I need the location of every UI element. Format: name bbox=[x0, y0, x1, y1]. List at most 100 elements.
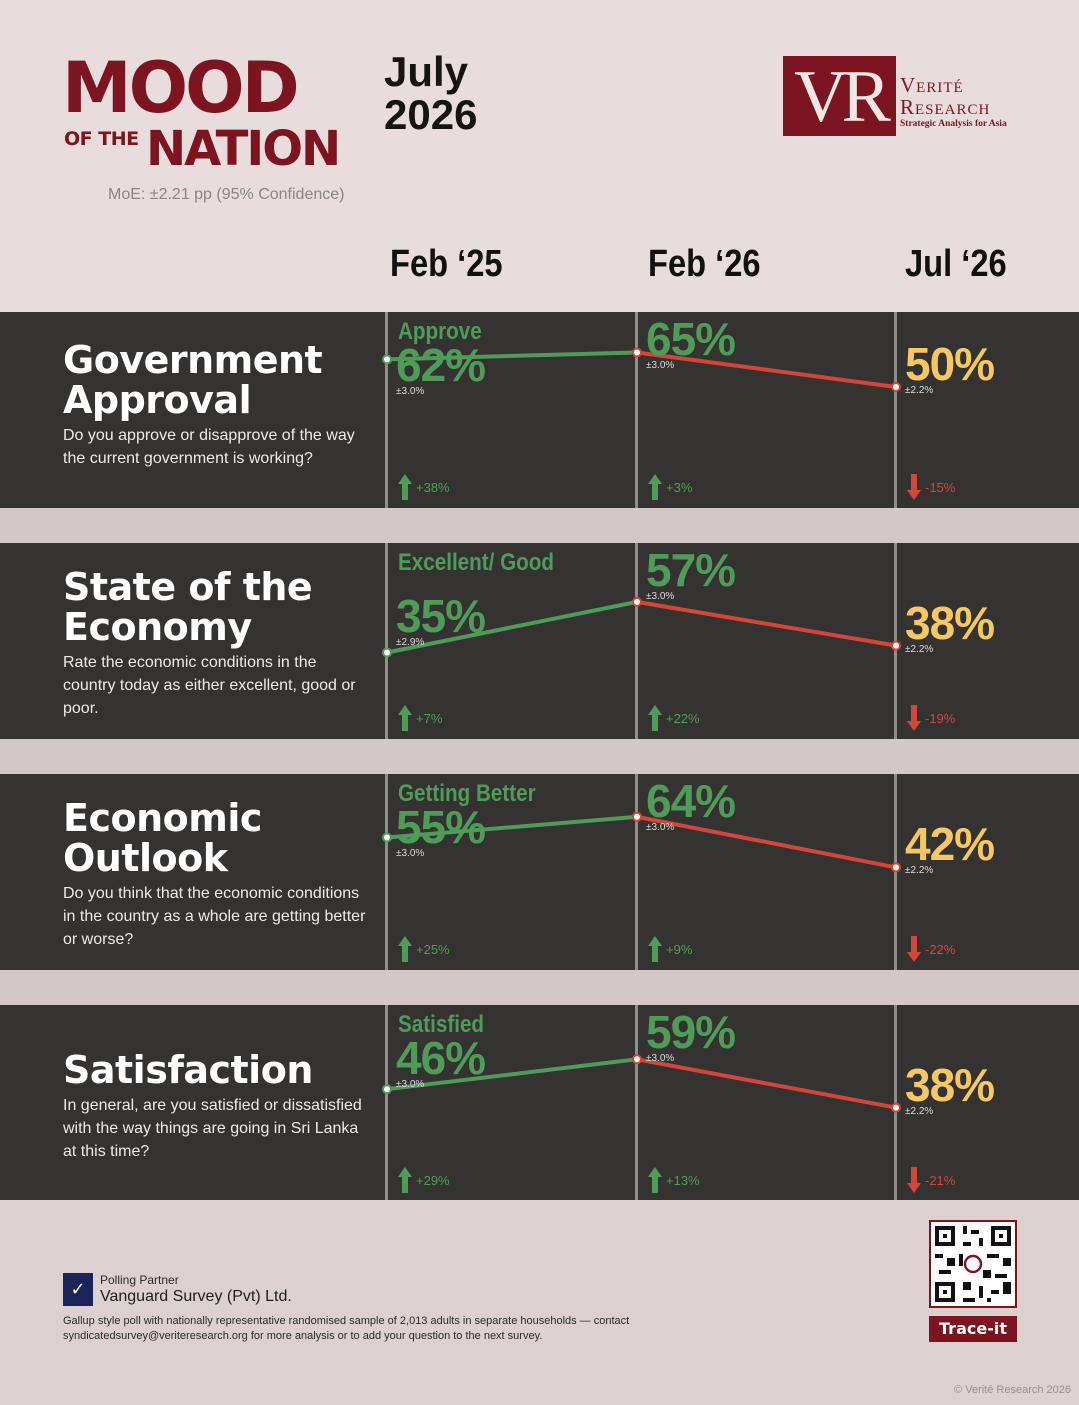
value-label: 64% bbox=[646, 775, 736, 827]
verite-research-logo: VR Verité Research Strategic Analysis fo… bbox=[783, 56, 1023, 138]
margin-of-error-label: ±2.9% bbox=[396, 636, 425, 648]
vanguard-logo-icon: ✓ bbox=[63, 1273, 93, 1306]
series-label: Approve bbox=[398, 318, 482, 345]
change-label: +3% bbox=[666, 480, 693, 495]
margin-of-error-label: ±3.0% bbox=[396, 848, 425, 859]
change-label: +7% bbox=[416, 711, 443, 726]
logo-line-1: Verité bbox=[900, 73, 964, 97]
change-label: +13% bbox=[666, 1173, 700, 1188]
survey-question: In general, are you satisfied or dissati… bbox=[63, 1097, 362, 1160]
indicator-title: Satisfaction bbox=[63, 1048, 313, 1092]
series-label: Satisfied bbox=[398, 1011, 485, 1038]
change-label: -19% bbox=[925, 711, 956, 726]
indicator-title: State of the Economy bbox=[63, 565, 313, 649]
indicator-panel: Government Approval Do you approve or dis… bbox=[0, 312, 1079, 508]
logo-tagline: Strategic Analysis for Asia bbox=[900, 119, 1007, 129]
qr-pattern bbox=[931, 1222, 1015, 1306]
column-divider bbox=[894, 774, 897, 970]
value-label: 42% bbox=[905, 818, 995, 871]
column-header-2: Feb ‘26 bbox=[648, 243, 761, 285]
indicator-panel: Satisfaction In general, are you satisfie… bbox=[0, 1005, 1079, 1201]
change-label: -21% bbox=[925, 1173, 956, 1188]
footer-background bbox=[0, 1200, 1079, 1405]
qr-code-icon[interactable] bbox=[929, 1220, 1017, 1308]
arrow-up-icon bbox=[648, 474, 662, 500]
margin-of-error-label: ±2.2% bbox=[905, 643, 934, 655]
indicator-panel: State of the Economy Rate the economic co… bbox=[0, 543, 1079, 739]
mood-of-the-nation-logo: MOOD OF THE NATION bbox=[62, 52, 362, 177]
column-divider bbox=[385, 774, 388, 970]
margin-of-error-label: ±3.0% bbox=[396, 386, 425, 397]
change-label: +22% bbox=[666, 711, 700, 726]
column-divider bbox=[385, 312, 388, 508]
margin-of-error-label: ±3.0% bbox=[396, 1079, 425, 1090]
column-header-1: Feb ‘25 bbox=[390, 243, 503, 285]
margin-of-error-label: ±2.2% bbox=[905, 1105, 934, 1117]
separator-band bbox=[0, 739, 1079, 774]
indicator-title: Economic Outlook bbox=[63, 796, 262, 880]
arrow-up-icon bbox=[398, 936, 412, 962]
column-header-3: Jul ‘26 bbox=[905, 243, 1007, 285]
survey-question: Do you approve or disapprove of the way … bbox=[63, 427, 355, 467]
brand-mood: MOOD bbox=[62, 47, 300, 129]
arrow-up-icon bbox=[398, 705, 412, 731]
value-label: 50% bbox=[905, 338, 995, 390]
copyright: © Verité Research 2026 bbox=[954, 1384, 1071, 1396]
value-label: 35% bbox=[396, 589, 486, 642]
trend-line-down bbox=[635, 599, 898, 648]
arrow-down-icon bbox=[907, 1167, 921, 1193]
logo-wordmark: Verité Research Strategic Analysis for A… bbox=[900, 74, 1007, 129]
separator-band bbox=[0, 970, 1079, 1005]
brand-of-the: OF THE bbox=[64, 128, 139, 150]
margin-of-error-label: ±3.0% bbox=[646, 591, 675, 602]
indicator-panel: Economic Outlook Do you think that the ec… bbox=[0, 774, 1079, 970]
arrow-up-icon bbox=[398, 1167, 412, 1193]
column-divider bbox=[894, 543, 897, 739]
change-label: +9% bbox=[666, 942, 693, 957]
brand-nation: NATION bbox=[146, 121, 341, 177]
value-label: 38% bbox=[905, 596, 995, 649]
series-label: Excellent/ Good bbox=[398, 549, 554, 576]
logo-line-2: Research bbox=[900, 95, 991, 119]
change-label: +25% bbox=[416, 942, 450, 957]
edition-date: July 2026 bbox=[384, 50, 477, 136]
trace-it-badge[interactable]: Trace-it bbox=[929, 1316, 1017, 1342]
margin-of-error: MoE: ±2.21 pp (95% Confidence) bbox=[108, 186, 345, 203]
change-label: -15% bbox=[925, 480, 956, 495]
arrow-down-icon bbox=[907, 936, 921, 962]
column-divider bbox=[385, 543, 388, 739]
trend-line-down bbox=[635, 1057, 898, 1110]
change-label: -22% bbox=[925, 942, 956, 957]
column-divider bbox=[635, 543, 638, 739]
arrow-down-icon bbox=[907, 705, 921, 731]
methodology-note: Gallup style poll with nationally repres… bbox=[63, 1315, 630, 1342]
change-label: +29% bbox=[416, 1173, 450, 1188]
margin-of-error-label: ±2.2% bbox=[905, 385, 934, 396]
polling-partner-label: Polling Partner bbox=[100, 1273, 179, 1287]
column-divider bbox=[894, 312, 897, 508]
value-label: 59% bbox=[646, 1006, 736, 1058]
column-divider bbox=[635, 312, 638, 508]
arrow-up-icon bbox=[398, 474, 412, 500]
change-label: +38% bbox=[416, 480, 450, 495]
value-label: 62% bbox=[396, 339, 486, 391]
column-divider bbox=[635, 1005, 638, 1201]
survey-question: Rate the economic conditions in the coun… bbox=[63, 654, 356, 717]
indicator-title: Government Approval bbox=[63, 338, 323, 422]
value-label: 38% bbox=[905, 1058, 995, 1111]
arrow-down-icon bbox=[907, 474, 921, 500]
arrow-up-icon bbox=[648, 705, 662, 731]
column-divider bbox=[894, 1005, 897, 1201]
value-label: 55% bbox=[396, 801, 486, 853]
margin-of-error-label: ±3.0% bbox=[646, 822, 675, 833]
margin-of-error-label: ±3.0% bbox=[646, 1053, 675, 1064]
margin-of-error-label: ±2.2% bbox=[905, 865, 934, 877]
value-label: 57% bbox=[646, 544, 736, 596]
column-divider bbox=[385, 1005, 388, 1201]
edition-year: 2026 bbox=[384, 91, 478, 138]
vr-logo-mark: VR bbox=[783, 56, 896, 138]
arrow-up-icon bbox=[648, 936, 662, 962]
margin-of-error-label: ±3.0% bbox=[646, 360, 675, 371]
series-label: Getting Better bbox=[398, 780, 536, 807]
